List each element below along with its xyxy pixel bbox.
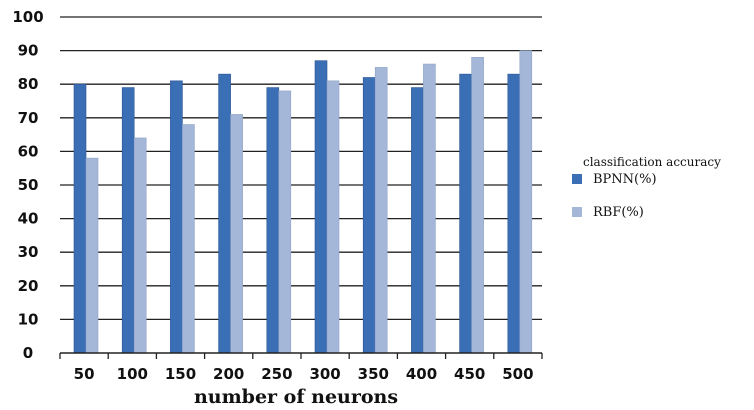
bar-rbf-100 — [133, 137, 147, 354]
legend-swatch-rbf — [572, 207, 582, 217]
y-tick-label: 80 — [18, 75, 39, 93]
bar-rbf-300 — [326, 80, 340, 354]
x-tick-label: 400 — [406, 365, 437, 383]
y-tick-label: 20 — [18, 277, 39, 295]
y-tick-label: 100 — [12, 8, 43, 26]
x-tick-label: 300 — [309, 365, 340, 383]
bar-rbf-500 — [519, 50, 533, 354]
bar-bpnn-50 — [73, 83, 87, 354]
x-tick-label: 350 — [358, 365, 389, 383]
y-tick-label: 10 — [18, 310, 39, 328]
bar-rbf-400 — [423, 63, 436, 354]
legend-swatch-bpnn — [572, 174, 582, 184]
bar-bpnn-200 — [218, 73, 231, 354]
bar-bpnn-250 — [266, 87, 280, 354]
x-tick-label: 50 — [74, 365, 95, 383]
bar-bpnn-300 — [314, 60, 328, 354]
bar-rbf-350 — [374, 67, 388, 354]
bar-bpnn-100 — [121, 87, 135, 354]
y-tick-label: 30 — [18, 243, 39, 261]
bars — [73, 50, 533, 354]
x-tick-label: 100 — [117, 365, 148, 383]
y-tick-label: 0 — [23, 344, 33, 362]
bar-rbf-250 — [278, 90, 292, 354]
x-tick-label: 250 — [261, 365, 292, 383]
x-tick-label: 200 — [213, 365, 244, 383]
bar-bpnn-400 — [411, 87, 424, 354]
bar-rbf-200 — [230, 114, 243, 354]
legend-title: classification accuracy — [583, 155, 721, 169]
x-axis — [59, 352, 543, 359]
bar-rbf-50 — [85, 157, 99, 354]
y-tick-label: 50 — [18, 176, 39, 194]
x-axis-label: number of neurons — [194, 386, 398, 408]
x-tick-label: 450 — [454, 365, 485, 383]
x-tick-label: 500 — [502, 365, 533, 383]
bar-rbf-150 — [182, 124, 195, 354]
y-axis-ticks: 0 10 20 30 40 50 60 70 80 90 100 — [12, 8, 43, 362]
bar-bpnn-500 — [507, 73, 521, 354]
bar-bpnn-150 — [170, 80, 183, 354]
bar-bpnn-450 — [459, 73, 472, 354]
legend-label-rbf: RBF(%) — [593, 205, 644, 220]
x-axis-ticks: 50 100 150 200 250 300 350 400 450 500 — [74, 365, 534, 383]
legend-label-bpnn: BPNN(%) — [593, 172, 657, 187]
y-tick-label: 60 — [18, 142, 39, 160]
x-tick-label: 150 — [165, 365, 196, 383]
y-tick-label: 90 — [18, 42, 39, 60]
y-tick-label: 40 — [18, 210, 39, 228]
legend: classification accuracy BPNN(%) RBF(%) — [572, 155, 721, 220]
bar-rbf-450 — [471, 57, 484, 354]
y-tick-label: 70 — [18, 109, 39, 127]
bar-bpnn-350 — [362, 77, 376, 354]
